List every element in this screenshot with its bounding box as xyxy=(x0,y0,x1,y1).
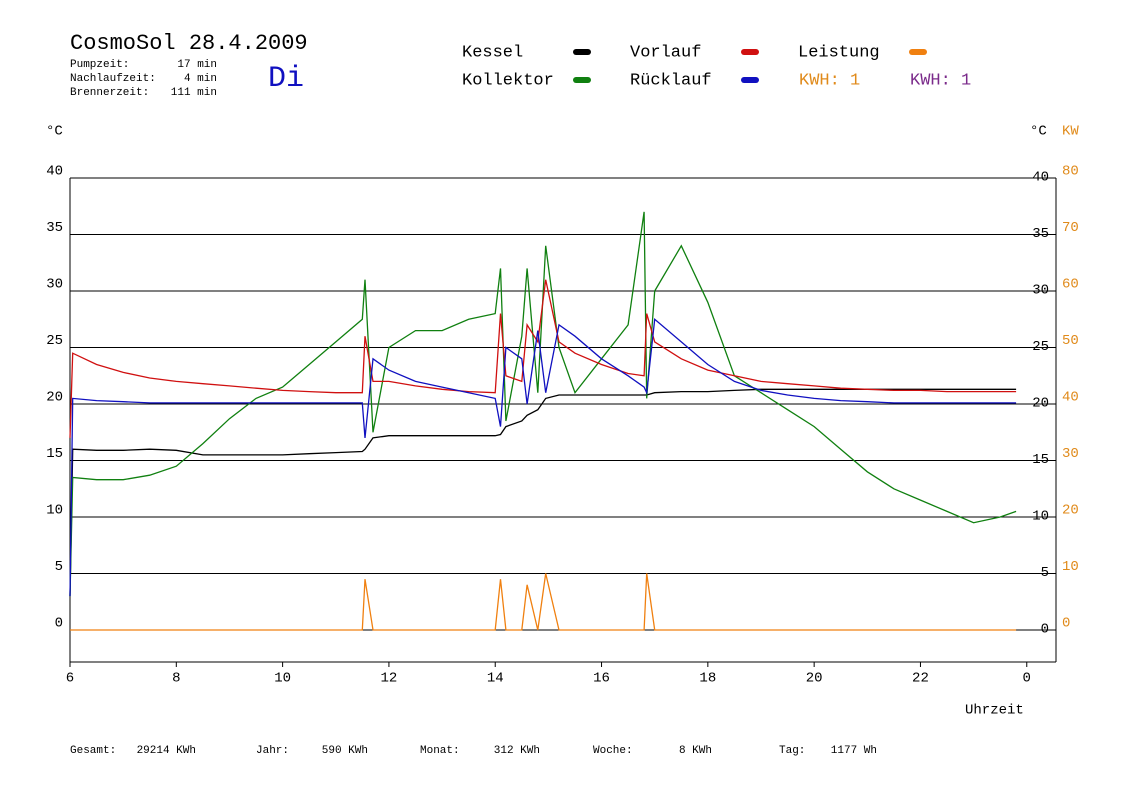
y-tick-label-right: 35 xyxy=(1032,226,1049,242)
series-line xyxy=(69,318,1017,597)
series-line xyxy=(69,211,1017,597)
info-label: Nachlaufzeit: xyxy=(70,73,156,85)
y2-tick-label: 30 xyxy=(1062,446,1079,462)
stat-value: 590 KWh xyxy=(322,745,368,757)
y2-tick-label: 60 xyxy=(1062,277,1079,293)
y-tick-label: 35 xyxy=(46,220,63,236)
y-tick-label: 20 xyxy=(46,390,63,406)
y-tick-label-right: 25 xyxy=(1032,339,1049,355)
y2-tick-label: 50 xyxy=(1062,333,1079,349)
info-label: Pumpzeit: xyxy=(70,59,129,71)
y-tick-label-right: 5 xyxy=(1041,565,1049,581)
y2-tick-label: 80 xyxy=(1062,164,1079,180)
x-tick-label: 6 xyxy=(66,671,74,687)
y2-axis-label-celsius: °C xyxy=(1030,124,1047,140)
x-tick-label: 8 xyxy=(172,671,180,687)
y2-tick-label: 0 xyxy=(1062,616,1070,632)
info-label: Brennerzeit: xyxy=(70,87,149,99)
info-value: 17 min xyxy=(177,59,217,71)
stat-label: Tag: xyxy=(779,745,805,757)
x-tick-label: 16 xyxy=(593,671,610,687)
stat-label: Woche: xyxy=(593,745,633,757)
y2-tick-label: 70 xyxy=(1062,220,1079,236)
series-line xyxy=(69,388,1017,597)
y-tick-label: 40 xyxy=(46,164,63,180)
x-tick-label: 18 xyxy=(699,671,716,687)
y-tick-label-right: 40 xyxy=(1032,170,1049,186)
y-tick-label: 10 xyxy=(46,503,63,519)
legend-label: Vorlauf xyxy=(630,43,701,62)
day-label: Di xyxy=(268,62,304,96)
y-tick-label-right: 15 xyxy=(1032,452,1049,468)
y-tick-label: 0 xyxy=(55,616,63,632)
x-tick-label: 0 xyxy=(1023,671,1031,687)
info-value: 4 min xyxy=(184,73,217,85)
legend-label: Rücklauf xyxy=(630,71,712,90)
y-tick-label-right: 30 xyxy=(1032,283,1049,299)
kwh-label: KWH: 1 xyxy=(799,71,860,90)
x-tick-label: 20 xyxy=(806,671,823,687)
y2-tick-label: 40 xyxy=(1062,390,1079,406)
y-axis-label: °C xyxy=(46,124,63,140)
y-tick-label: 5 xyxy=(55,559,63,575)
stat-value: 1177 Wh xyxy=(831,745,877,757)
x-tick-label: 14 xyxy=(487,671,504,687)
y2-tick-label: 10 xyxy=(1062,559,1079,575)
x-tick-label: 22 xyxy=(912,671,929,687)
stat-label: Gesamt: xyxy=(70,745,116,757)
series-line xyxy=(69,279,1017,438)
x-tick-label: 10 xyxy=(274,671,291,687)
stat-value: 29214 KWh xyxy=(137,745,196,757)
y-tick-label: 15 xyxy=(46,446,63,462)
y-tick-label-right: 10 xyxy=(1032,509,1049,525)
x-tick-label: 12 xyxy=(381,671,398,687)
series-line xyxy=(70,573,1017,631)
stat-value: 8 KWh xyxy=(679,745,712,757)
x-axis-label: Uhrzeit xyxy=(965,703,1024,719)
stat-value: 312 KWh xyxy=(494,745,540,757)
stat-label: Jahr: xyxy=(256,745,289,757)
info-value: 111 min xyxy=(171,87,217,99)
legend-label: Kollektor xyxy=(462,71,554,90)
y-tick-label-right: 20 xyxy=(1032,396,1049,412)
y-tick-label-right: 0 xyxy=(1041,622,1049,638)
y2-tick-label: 20 xyxy=(1062,503,1079,519)
y-tick-label: 25 xyxy=(46,333,63,349)
chart-title: CosmoSol 28.4.2009 xyxy=(70,31,308,56)
stat-label: Monat: xyxy=(420,745,460,757)
legend-label: Leistung xyxy=(798,43,880,62)
y-tick-label: 30 xyxy=(46,277,63,293)
y2-axis-label: KW xyxy=(1062,124,1079,140)
kwh-label: KWH: 1 xyxy=(910,71,971,90)
legend-label: Kessel xyxy=(462,43,523,62)
